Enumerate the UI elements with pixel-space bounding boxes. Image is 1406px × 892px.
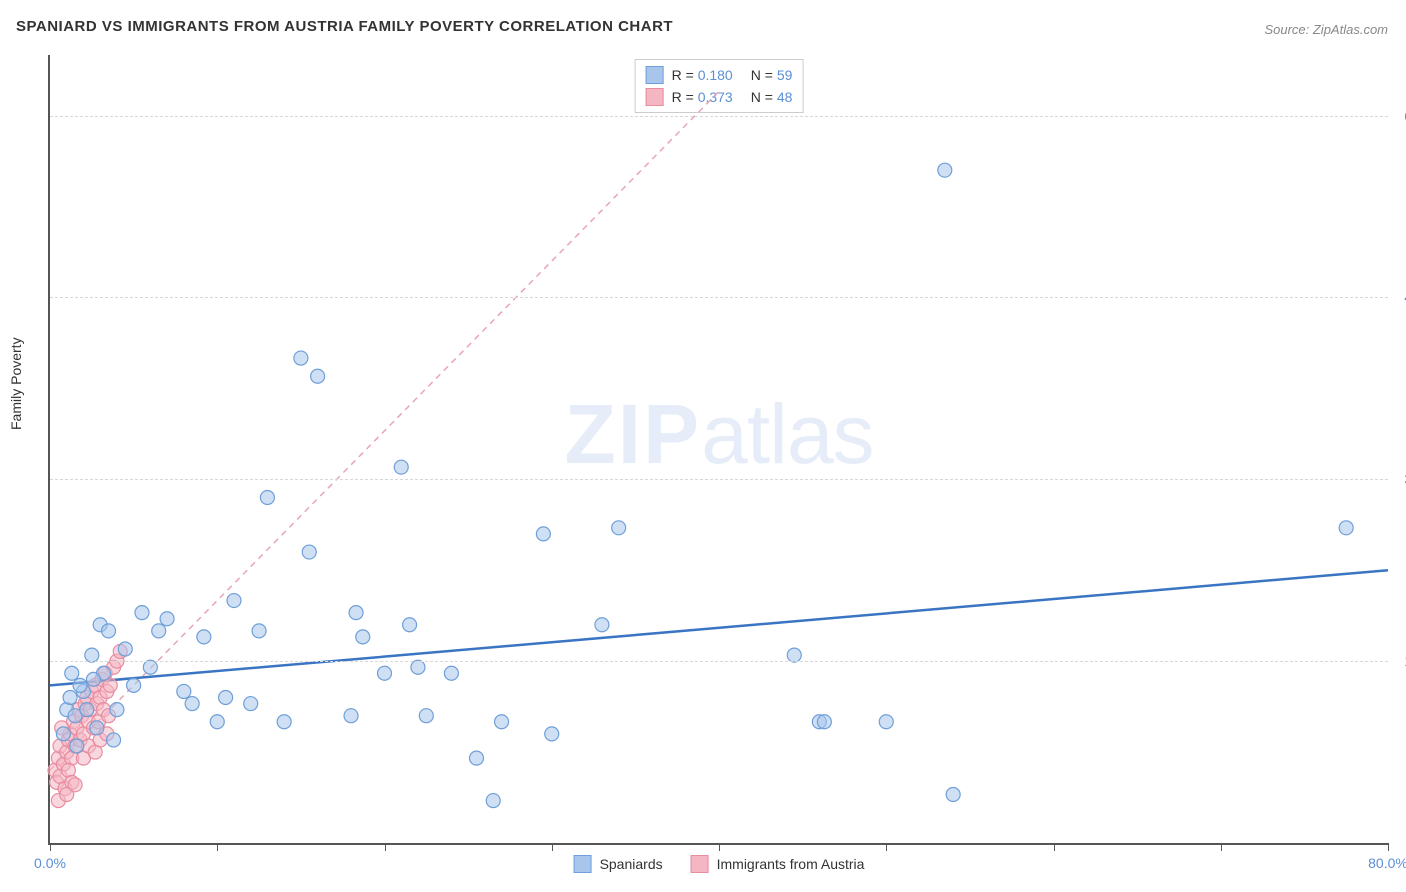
x-tick: [385, 843, 386, 851]
data-point: [787, 648, 801, 662]
data-point: [127, 678, 141, 692]
data-point: [118, 642, 132, 656]
legend-label-austria: Immigrants from Austria: [717, 856, 865, 872]
data-point: [277, 715, 291, 729]
x-tick: [1388, 843, 1389, 851]
legend-label-spaniards: Spaniards: [600, 856, 663, 872]
data-point: [152, 624, 166, 638]
x-tick-label: 80.0%: [1368, 855, 1406, 871]
data-point: [1339, 521, 1353, 535]
source-attribution: Source: ZipAtlas.com: [1264, 22, 1388, 37]
data-point: [302, 545, 316, 559]
data-point: [311, 369, 325, 383]
data-point: [56, 727, 70, 741]
x-tick-label: 0.0%: [34, 855, 66, 871]
data-point: [135, 606, 149, 620]
data-point: [394, 460, 408, 474]
legend-item-austria: Immigrants from Austria: [691, 855, 865, 873]
x-tick: [50, 843, 51, 851]
data-point: [80, 703, 94, 717]
data-point: [419, 709, 433, 723]
data-point: [444, 666, 458, 680]
data-point: [946, 788, 960, 802]
plot-svg: [50, 55, 1388, 843]
data-point: [378, 666, 392, 680]
data-point: [403, 618, 417, 632]
data-point: [260, 490, 274, 504]
data-point: [356, 630, 370, 644]
legend-item-spaniards: Spaniards: [574, 855, 663, 873]
data-point: [65, 666, 79, 680]
data-point: [469, 751, 483, 765]
data-point: [210, 715, 224, 729]
x-tick: [1054, 843, 1055, 851]
x-tick: [217, 843, 218, 851]
data-point: [252, 624, 266, 638]
chart-title: SPANIARD VS IMMIGRANTS FROM AUSTRIA FAMI…: [16, 18, 673, 35]
data-point: [817, 715, 831, 729]
data-point: [73, 678, 87, 692]
data-point: [486, 794, 500, 808]
legend-swatch-spaniards: [574, 855, 592, 873]
data-point: [85, 648, 99, 662]
data-point: [344, 709, 358, 723]
data-point: [197, 630, 211, 644]
plot-area: ZIPatlas R = 0.180 N = 59 R = 0.373 N = …: [48, 55, 1388, 845]
data-point: [70, 739, 84, 753]
data-point: [349, 606, 363, 620]
data-point: [294, 351, 308, 365]
x-tick: [552, 843, 553, 851]
data-point: [879, 715, 893, 729]
series-legend: Spaniards Immigrants from Austria: [574, 855, 865, 873]
data-point: [545, 727, 559, 741]
x-tick: [719, 843, 720, 851]
data-point: [185, 697, 199, 711]
y-axis-label: Family Poverty: [8, 337, 24, 430]
data-point: [938, 163, 952, 177]
data-point: [102, 624, 116, 638]
gridline: [50, 116, 1388, 117]
data-point: [612, 521, 626, 535]
data-point: [411, 660, 425, 674]
data-point: [86, 672, 100, 686]
data-point: [143, 660, 157, 674]
data-point: [219, 691, 233, 705]
data-point: [63, 691, 77, 705]
data-point: [177, 684, 191, 698]
data-point: [90, 721, 104, 735]
gridline: [50, 661, 1388, 662]
data-point: [160, 612, 174, 626]
data-point: [595, 618, 609, 632]
data-point: [110, 703, 124, 717]
data-point: [68, 778, 82, 792]
legend-swatch-austria: [691, 855, 709, 873]
x-tick: [1221, 843, 1222, 851]
data-point: [244, 697, 258, 711]
gridline: [50, 479, 1388, 480]
data-point: [495, 715, 509, 729]
data-point: [536, 527, 550, 541]
gridline: [50, 297, 1388, 298]
data-point: [227, 594, 241, 608]
x-tick: [886, 843, 887, 851]
data-point: [107, 733, 121, 747]
